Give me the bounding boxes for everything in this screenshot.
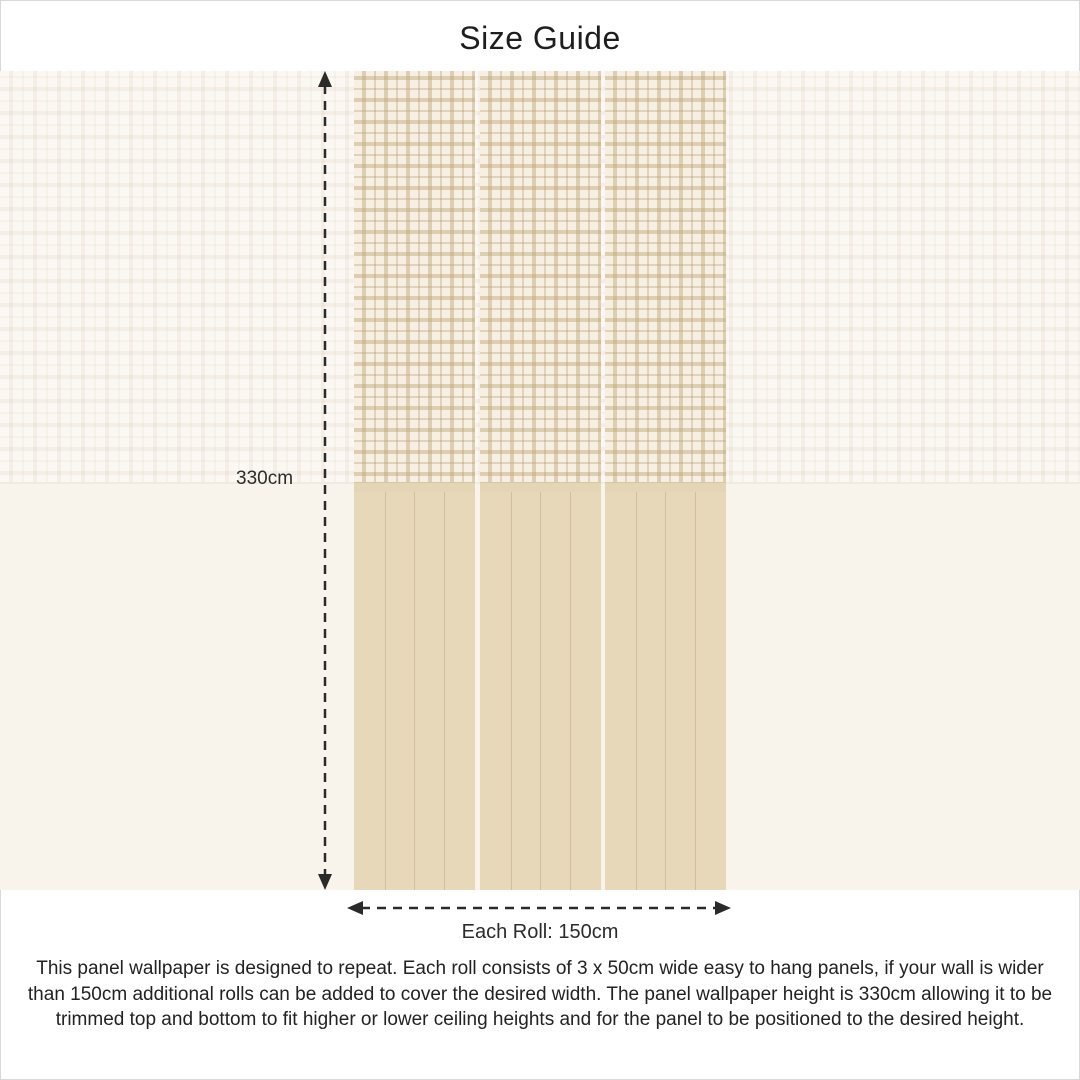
panel-check-section	[480, 71, 601, 484]
height-arrow-icon	[318, 71, 332, 890]
panel-wainscot-section	[354, 492, 475, 890]
wallpaper-panel-3	[605, 71, 726, 890]
panel-check-section	[605, 71, 726, 484]
wallpaper-panel-2	[480, 71, 601, 890]
wallpaper-panel-1	[354, 71, 475, 890]
description-text: This panel wallpaper is designed to repe…	[27, 958, 1053, 1030]
width-label: Each Roll: 150cm	[461, 921, 619, 943]
panel-wainscot-section	[480, 492, 601, 890]
page-title: Size Guide	[459, 20, 621, 56]
panel-check-section	[354, 71, 475, 484]
height-label: 330cm	[236, 468, 294, 489]
panel-wainscot-section	[605, 492, 726, 890]
width-arrow-icon	[347, 901, 731, 915]
